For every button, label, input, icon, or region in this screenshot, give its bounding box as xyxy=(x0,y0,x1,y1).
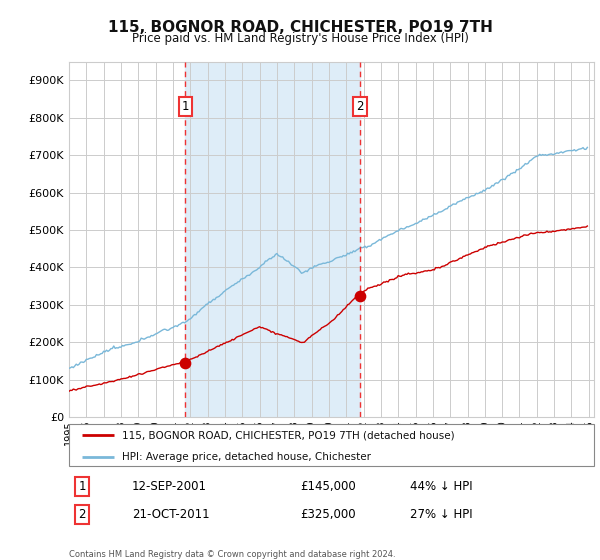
Point xyxy=(355,291,365,300)
Text: 1: 1 xyxy=(182,100,189,113)
Text: 12-SEP-2001: 12-SEP-2001 xyxy=(132,480,207,493)
Text: Contains HM Land Registry data © Crown copyright and database right 2024.
This d: Contains HM Land Registry data © Crown c… xyxy=(69,550,395,560)
Text: 27% ↓ HPI: 27% ↓ HPI xyxy=(410,508,473,521)
Text: £145,000: £145,000 xyxy=(300,480,356,493)
Text: HPI: Average price, detached house, Chichester: HPI: Average price, detached house, Chic… xyxy=(121,452,371,461)
Text: 115, BOGNOR ROAD, CHICHESTER, PO19 7TH (detached house): 115, BOGNOR ROAD, CHICHESTER, PO19 7TH (… xyxy=(121,430,454,440)
FancyBboxPatch shape xyxy=(69,424,594,466)
Bar xyxy=(185,62,360,417)
Text: 44% ↓ HPI: 44% ↓ HPI xyxy=(410,480,473,493)
Text: 2: 2 xyxy=(79,508,86,521)
Point xyxy=(181,358,190,367)
Text: 2: 2 xyxy=(356,100,364,113)
Text: £325,000: £325,000 xyxy=(300,508,356,521)
Text: 115, BOGNOR ROAD, CHICHESTER, PO19 7TH: 115, BOGNOR ROAD, CHICHESTER, PO19 7TH xyxy=(107,20,493,35)
Text: 1: 1 xyxy=(79,480,86,493)
Text: Price paid vs. HM Land Registry's House Price Index (HPI): Price paid vs. HM Land Registry's House … xyxy=(131,32,469,45)
Text: 21-OCT-2011: 21-OCT-2011 xyxy=(132,508,209,521)
